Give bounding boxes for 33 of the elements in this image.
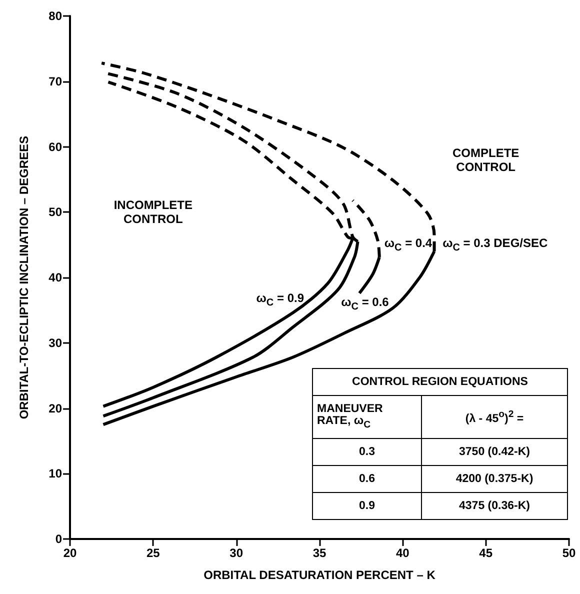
y-tick-label: 50 [48, 205, 62, 220]
annotation: 4200 (0.375-K) [422, 466, 568, 492]
x-tick-label: 20 [63, 546, 77, 560]
annotation: INCOMPLETE CONTROL [112, 198, 194, 226]
annotation: 4375 (0.36-K) [422, 492, 568, 520]
annotation: COMPLETE CONTROL [451, 146, 520, 174]
annotation: 0.9 [312, 492, 422, 520]
y-tick-label: 0 [55, 532, 62, 546]
y-tick-label: 10 [48, 466, 62, 481]
y-axis-title: ORBITAL-TO-ECLIPTIC INCLINATION – DEGREES [17, 136, 31, 420]
annotation: ω$_{C}$ = 0.6 [341, 294, 389, 312]
annotation: MANEUVER RATE, ω$_{C}$ [312, 396, 422, 438]
annotation: 0.6 [312, 466, 422, 492]
y-tick-label: 80 [48, 9, 62, 23]
annotation: CONTROL REGION EQUATIONS [312, 368, 568, 396]
x-tick-label: 40 [396, 546, 410, 560]
y-tick-label: 60 [48, 140, 62, 154]
x-axis-title: ORBITAL DESATURATION PERCENT – K [204, 568, 436, 582]
x-tick-label: 50 [562, 546, 576, 560]
x-tick-label: 45 [479, 546, 493, 560]
x-tick-label: 35 [312, 546, 326, 560]
y-tick-label: 40 [48, 270, 62, 284]
x-tick-label: 30 [230, 546, 244, 560]
annotation: 0.3 [312, 438, 422, 466]
annotation: (λ - 45$^{o}$)$^{2}$ = [422, 396, 568, 438]
y-tick-label: 30 [48, 336, 62, 350]
annotation: ω$_{C}$ = 0.3 DEG/SEC [442, 236, 548, 254]
annotation: 3750 (0.42-K) [422, 438, 568, 466]
y-tick-label: 70 [48, 74, 62, 88]
y-tick-label: 20 [48, 401, 62, 416]
annotation: ω$_{C}$ = 0.4 [384, 236, 432, 254]
annotation: ω$_{C}$ = 0.9 [256, 291, 304, 309]
x-tick-label: 25 [146, 546, 160, 560]
